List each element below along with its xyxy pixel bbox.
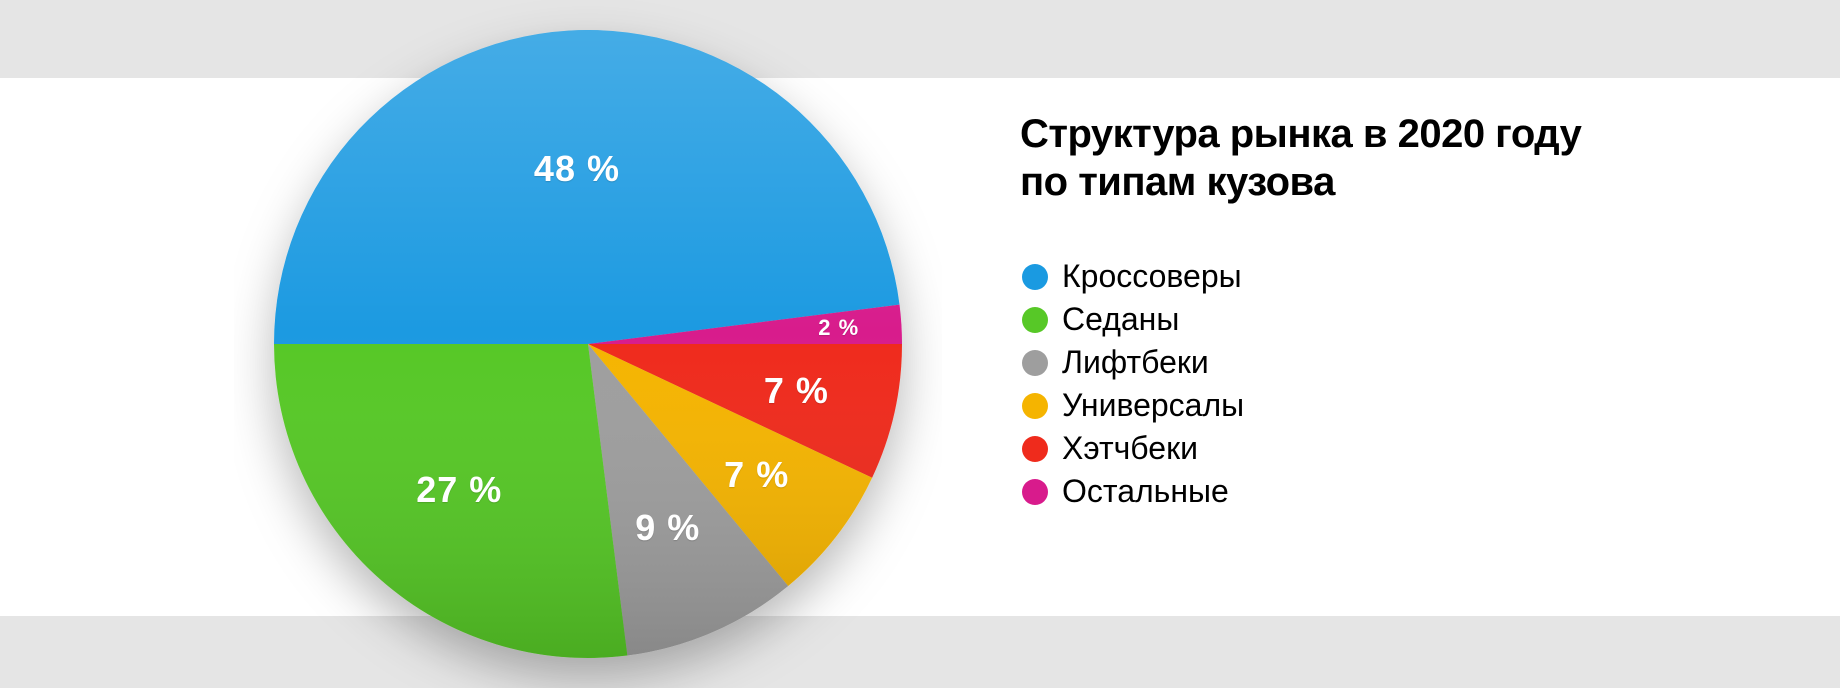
legend-dot-icon xyxy=(1022,264,1048,290)
legend-label: Кроссоверы xyxy=(1062,258,1242,295)
pie-slice-label: 48 % xyxy=(534,148,620,190)
legend-dot-icon xyxy=(1022,479,1048,505)
legend-item: Лифтбеки xyxy=(1022,344,1244,381)
legend-dot-icon xyxy=(1022,436,1048,462)
legend-label: Универсалы xyxy=(1062,387,1244,424)
chart-title: Структура рынка в 2020 годупо типам кузо… xyxy=(1020,110,1581,206)
pie-wrap: 48 % 2 % 7 % 7 % 9 % 27 % xyxy=(234,0,942,688)
legend-item: Универсалы xyxy=(1022,387,1244,424)
legend-dot-icon xyxy=(1022,307,1048,333)
pie-slice-label: 9 % xyxy=(635,507,700,549)
pie-chart xyxy=(234,0,942,688)
legend-item: Остальные xyxy=(1022,473,1244,510)
legend-dot-icon xyxy=(1022,393,1048,419)
legend: Кроссоверы Седаны Лифтбеки Универсалы Хэтчбе… xyxy=(1022,258,1244,516)
pie-slice-label: 7 % xyxy=(724,454,789,496)
legend-item: Кроссоверы xyxy=(1022,258,1244,295)
legend-label: Хэтчбеки xyxy=(1062,430,1198,467)
legend-item: Седаны xyxy=(1022,301,1244,338)
chart-title-line: по типам кузова xyxy=(1020,158,1581,206)
pie-slice-label: 27 % xyxy=(416,469,502,511)
pie-slice-label: 7 % xyxy=(764,370,829,412)
chart-stage: 48 % 2 % 7 % 7 % 9 % 27 % Структура рынка в 2… xyxy=(0,0,1840,688)
legend-label: Седаны xyxy=(1062,301,1179,338)
legend-label: Лифтбеки xyxy=(1062,344,1209,381)
legend-dot-icon xyxy=(1022,350,1048,376)
chart-title-line: Структура рынка в 2020 году xyxy=(1020,110,1581,158)
pie-slice-label: 2 % xyxy=(818,315,859,341)
legend-item: Хэтчбеки xyxy=(1022,430,1244,467)
legend-label: Остальные xyxy=(1062,473,1229,510)
